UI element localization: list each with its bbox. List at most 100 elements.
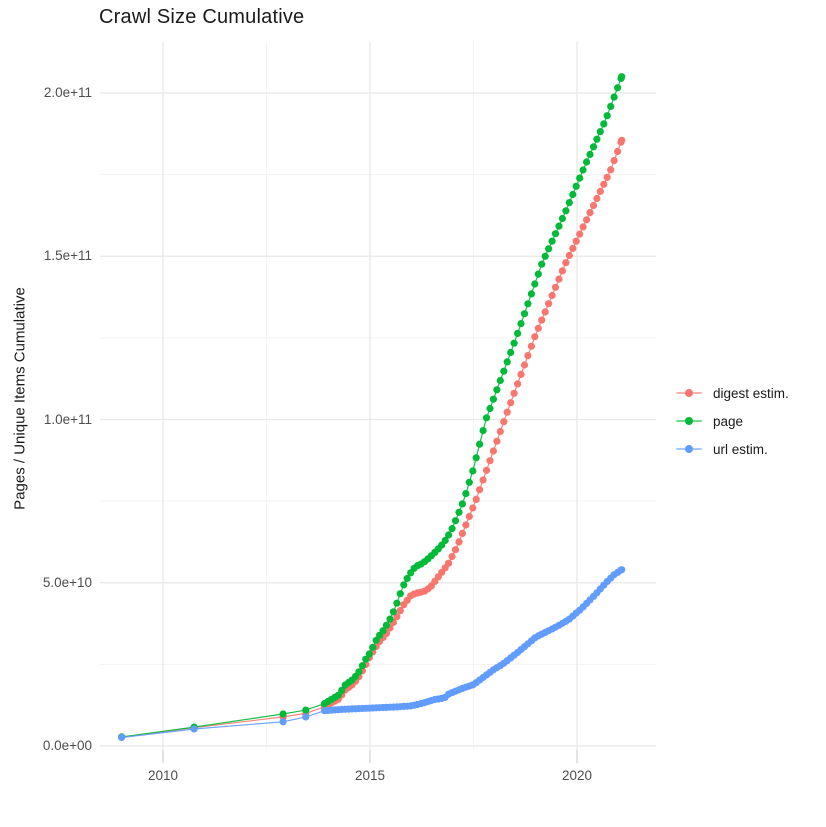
data-point [618, 566, 626, 574]
data-point [279, 718, 287, 726]
data-point [593, 135, 601, 143]
data-point [445, 559, 453, 567]
data-point [476, 440, 484, 448]
y-tick-label: 2.0e+11 [43, 85, 92, 100]
data-point [583, 216, 591, 224]
data-point [618, 73, 626, 81]
data-point [596, 128, 604, 136]
data-point [302, 713, 310, 721]
y-tick-label: 1.0e+11 [43, 411, 92, 427]
data-point [565, 251, 573, 260]
data-point [514, 380, 522, 388]
data-point [382, 621, 391, 629]
data-point [520, 310, 529, 318]
data-point [476, 486, 484, 494]
data-point [520, 361, 529, 369]
data-point [527, 342, 536, 350]
data-point [579, 166, 587, 174]
legend-key-dot [685, 417, 693, 425]
data-point [503, 408, 511, 416]
legend-label: page [713, 413, 744, 429]
data-point [565, 199, 573, 207]
data-point [448, 552, 456, 561]
data-point [500, 367, 508, 375]
data-point [555, 222, 563, 230]
data-point [569, 244, 577, 252]
legend-item-page: page [676, 407, 789, 435]
data-point [596, 187, 604, 195]
data-point [489, 395, 497, 403]
data-point [462, 521, 470, 529]
legend-item-digest-estim-: digest estim. [676, 379, 789, 407]
data-point [541, 252, 549, 260]
x-tick-label: 2010 [147, 768, 179, 783]
legend-item-url-estim-: url estim. [676, 435, 789, 463]
y-tick-label: 0.0e+00 [42, 738, 92, 753]
data-point [465, 512, 473, 521]
data-point [355, 668, 363, 676]
data-point [610, 157, 618, 165]
data-point [469, 467, 477, 475]
data-point [510, 389, 518, 397]
data-point [524, 300, 532, 308]
data-point [507, 399, 515, 407]
data-point [558, 267, 567, 275]
data-point [396, 590, 404, 598]
data-point [469, 504, 477, 512]
data-point [510, 339, 518, 347]
data-point [403, 574, 411, 583]
data-point [451, 517, 460, 525]
data-point [603, 112, 611, 120]
legend-key-icon [676, 416, 702, 426]
data-point [451, 546, 460, 554]
data-point [507, 348, 515, 357]
data-point [517, 370, 525, 378]
data-point [562, 207, 570, 215]
data-point [583, 158, 591, 166]
data-point [503, 358, 511, 366]
data-point [614, 84, 622, 92]
data-point [534, 270, 542, 278]
data-point [607, 166, 615, 174]
data-point [496, 427, 504, 436]
legend-key-dot [685, 389, 693, 397]
data-point [524, 352, 532, 360]
data-point [493, 437, 501, 445]
data-point [448, 525, 456, 533]
data-point [455, 508, 463, 516]
data-point [493, 386, 501, 394]
data-point [538, 260, 546, 268]
data-point [118, 733, 126, 742]
data-point [190, 725, 198, 733]
x-tick-label: 2015 [354, 768, 386, 783]
data-point [541, 308, 549, 316]
data-point [572, 182, 580, 190]
data-point [441, 536, 449, 545]
data-point [545, 245, 553, 253]
legend-key-icon [676, 444, 702, 454]
data-point [527, 290, 536, 298]
data-point [302, 706, 310, 714]
data-point [482, 414, 491, 422]
data-point [445, 531, 453, 539]
legend-label: digest estim. [713, 385, 789, 401]
y-tick-label: 1.5e+11 [43, 248, 92, 264]
data-point [576, 174, 584, 182]
data-point [534, 324, 542, 332]
data-point [545, 300, 553, 308]
data-point [338, 686, 346, 695]
data-point [531, 333, 539, 341]
data-point [614, 147, 622, 155]
data-point [393, 599, 401, 607]
data-point [593, 194, 601, 203]
data-point [369, 643, 377, 652]
data-point [586, 150, 594, 158]
data-point [386, 615, 394, 623]
data-point [458, 529, 466, 538]
data-point [579, 223, 587, 231]
data-point [586, 209, 594, 217]
data-point [514, 329, 522, 337]
data-point [362, 655, 370, 663]
